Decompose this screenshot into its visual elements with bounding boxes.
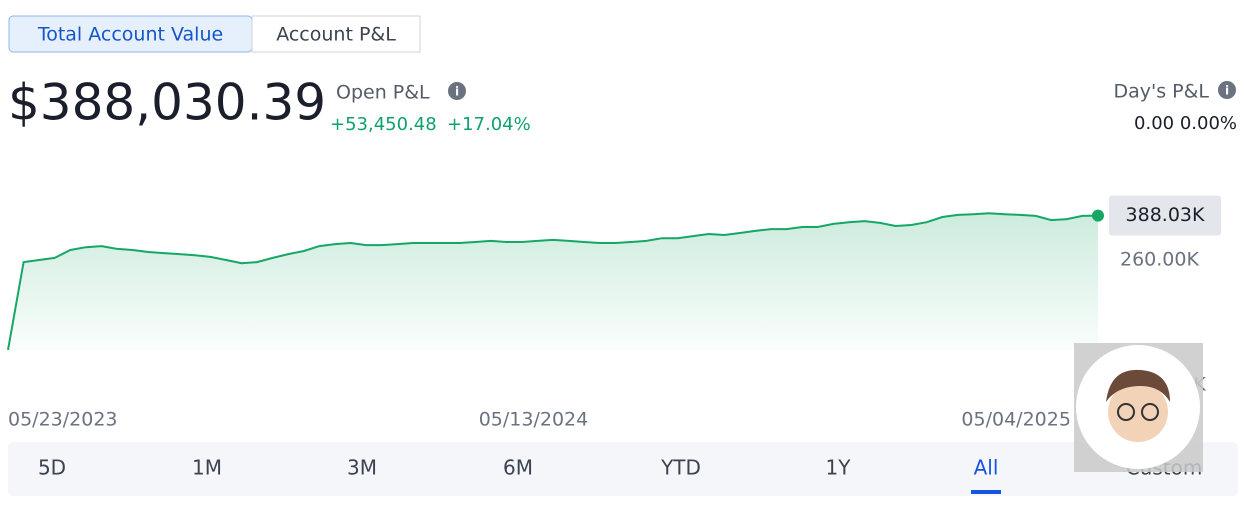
avatar-glasses <box>1117 403 1135 421</box>
chart: 260.00K-100.00K05/23/202305/13/202405/04… <box>7 195 1221 431</box>
range-button[interactable]: 3M <box>347 456 377 480</box>
range-button[interactable]: 1M <box>192 456 222 480</box>
x-tick-label: 05/04/2025 <box>961 409 1071 431</box>
days-pl-value: 0.00 0.00% <box>1134 113 1237 134</box>
y-tick-label: 260.00K <box>1120 249 1199 271</box>
days-pl-label: Day's P&L <box>1113 81 1209 103</box>
tab-label: Total Account Value <box>37 24 223 46</box>
info-icon[interactable] <box>448 82 466 100</box>
info-glyph: i <box>1225 84 1229 98</box>
avatar-face <box>1108 382 1168 442</box>
x-tick-label: 05/13/2024 <box>479 409 589 431</box>
info-icon[interactable] <box>1218 81 1236 99</box>
open-pl-amount: +53,450.48 <box>330 114 437 135</box>
range-button[interactable]: YTD <box>660 456 701 480</box>
last-point <box>1092 209 1104 222</box>
open-pl-label: Open P&L <box>336 82 430 104</box>
tab-label: Account P&L <box>276 24 396 46</box>
value-tag-label: 388.03K <box>1126 204 1205 226</box>
avatar <box>1074 343 1203 472</box>
info-glyph: i <box>455 85 459 99</box>
tab-group: Total Account Value Account P&L <box>8 15 421 53</box>
area-fill <box>8 213 1098 351</box>
avatar-glasses <box>1141 403 1159 421</box>
open-pl-percent: +17.04% <box>447 114 531 135</box>
x-tick-label: 05/23/2023 <box>8 409 118 431</box>
line <box>7 212 1099 351</box>
value-tag <box>1109 195 1221 236</box>
range-group: 5D1M3M6MYTD1YAllCustom <box>38 456 1202 494</box>
avatar-hair <box>1106 369 1170 402</box>
range-underline <box>971 490 1001 494</box>
account-value: $388,030.39 <box>8 74 326 132</box>
range-button[interactable]: All <box>974 456 999 480</box>
range-bar <box>8 442 1238 496</box>
range-button[interactable]: 6M <box>503 456 533 480</box>
range-button[interactable]: 1Y <box>826 456 852 480</box>
tab[interactable] <box>251 15 421 53</box>
range-button[interactable]: 5D <box>38 456 66 480</box>
